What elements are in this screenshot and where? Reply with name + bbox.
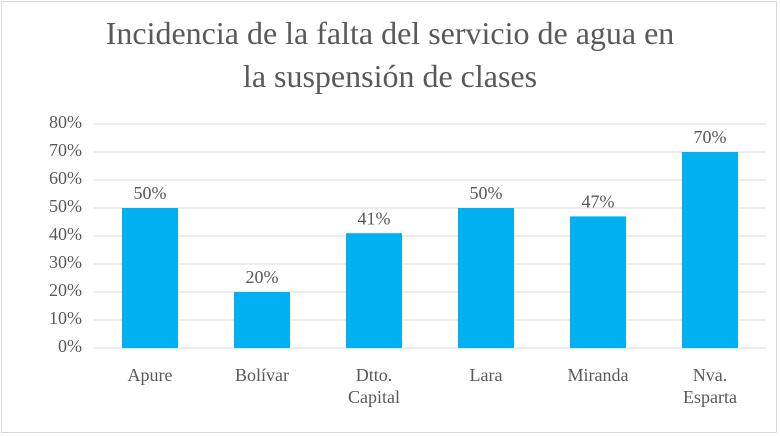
bar	[570, 216, 626, 348]
y-tick-label: 60%	[49, 168, 82, 188]
y-tick-label: 30%	[49, 252, 82, 272]
x-tick-label: Lara	[469, 365, 503, 385]
data-label: 41%	[358, 208, 391, 228]
y-tick-label: 0%	[58, 336, 82, 356]
x-tick-label: Nva. Esparta	[683, 365, 737, 407]
bar	[122, 208, 178, 348]
x-tick-label: Apure	[127, 365, 173, 385]
data-label: 70%	[694, 127, 727, 147]
x-tick-label: Bolívar	[235, 365, 289, 385]
y-tick-label: 50%	[49, 196, 82, 216]
x-tick-label: Miranda	[567, 365, 629, 385]
data-label: 20%	[246, 267, 279, 287]
x-tick-label: Dtto. Capital	[348, 365, 400, 407]
bar	[346, 233, 402, 348]
y-tick-label: 20%	[49, 280, 82, 300]
bar	[458, 208, 514, 348]
data-label: 50%	[470, 183, 503, 203]
y-tick-label: 70%	[49, 140, 82, 160]
y-tick-label: 10%	[49, 308, 82, 328]
y-tick-label: 80%	[49, 112, 82, 132]
chart-title: Incidencia de la falta del servicio de a…	[105, 15, 675, 94]
bar	[234, 292, 290, 348]
data-label: 47%	[582, 192, 615, 212]
data-label: 50%	[134, 183, 167, 203]
bar	[682, 152, 738, 348]
y-tick-label: 40%	[49, 224, 82, 244]
